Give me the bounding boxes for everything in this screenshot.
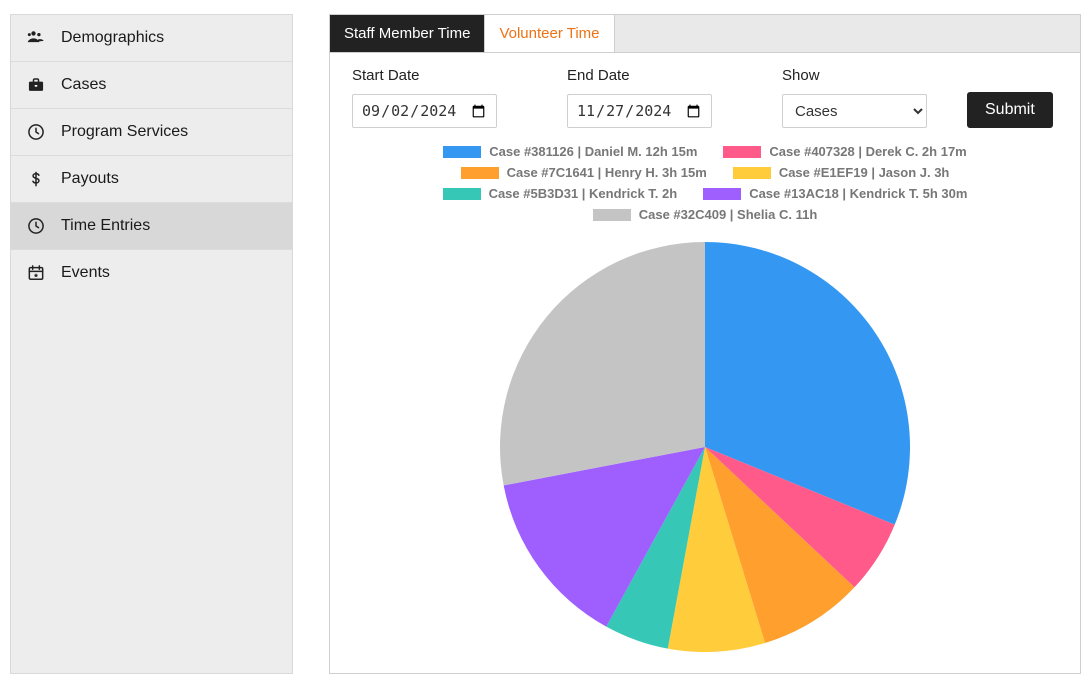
- end-date-input[interactable]: [567, 94, 712, 128]
- legend-label: Case #7C1641 | Henry H. 3h 15m: [507, 165, 707, 180]
- legend-item[interactable]: Case #407328 | Derek C. 2h 17m: [723, 144, 966, 159]
- calendar-icon: [25, 262, 47, 284]
- legend-item[interactable]: Case #7C1641 | Henry H. 3h 15m: [461, 165, 707, 180]
- pie-wrap: [500, 230, 910, 663]
- users-icon: [25, 27, 47, 49]
- legend-item[interactable]: Case #5B3D31 | Kendrick T. 2h: [443, 186, 678, 201]
- sidebar-item-label: Program Services: [61, 123, 188, 141]
- sidebar-item-label: Demographics: [61, 29, 164, 47]
- main: Staff Member TimeVolunteer Time Start Da…: [329, 14, 1091, 674]
- end-date-label: End Date: [567, 67, 712, 84]
- sidebar: Demographics Cases Program Services Payouts…: [10, 14, 293, 674]
- sidebar-item-payouts[interactable]: Payouts: [11, 156, 292, 203]
- sidebar-item-cases[interactable]: Cases: [11, 62, 292, 109]
- legend-label: Case #5B3D31 | Kendrick T. 2h: [489, 186, 678, 201]
- sidebar-item-program-services[interactable]: Program Services: [11, 109, 292, 156]
- legend-label: Case #E1EF19 | Jason J. 3h: [779, 165, 950, 180]
- legend-swatch: [443, 188, 481, 200]
- chart-region: Case #381126 | Daniel M. 12h 15m Case #40…: [330, 138, 1080, 673]
- legend-item[interactable]: Case #381126 | Daniel M. 12h 15m: [443, 144, 697, 159]
- panel: Staff Member TimeVolunteer Time Start Da…: [329, 14, 1081, 674]
- legend-label: Case #407328 | Derek C. 2h 17m: [769, 144, 966, 159]
- legend-label: Case #32C409 | Shelia C. 11h: [639, 207, 818, 222]
- filter-controls: Start Date End Date Show Cases Submit: [330, 53, 1080, 138]
- pie-chart: [500, 242, 910, 652]
- briefcase-icon: [25, 74, 47, 96]
- legend-item[interactable]: Case #13AC18 | Kendrick T. 5h 30m: [703, 186, 967, 201]
- legend-label: Case #381126 | Daniel M. 12h 15m: [489, 144, 697, 159]
- tab-volunteer-time[interactable]: Volunteer Time: [485, 15, 614, 52]
- sidebar-item-demographics[interactable]: Demographics: [11, 15, 292, 62]
- tab-staff-member-time[interactable]: Staff Member Time: [330, 15, 485, 52]
- show-label: Show: [782, 67, 927, 84]
- clock-icon: [25, 121, 47, 143]
- submit-button[interactable]: Submit: [967, 92, 1053, 128]
- show-field: Show Cases: [782, 67, 927, 128]
- legend-swatch: [461, 167, 499, 179]
- sidebar-item-label: Cases: [61, 76, 106, 94]
- sidebar-item-time-entries[interactable]: Time Entries: [11, 203, 292, 250]
- sidebar-item-label: Events: [61, 264, 110, 282]
- legend-swatch: [593, 209, 631, 221]
- legend-swatch: [733, 167, 771, 179]
- legend-swatch: [443, 146, 481, 158]
- start-date-input[interactable]: [352, 94, 497, 128]
- show-select[interactable]: Cases: [782, 94, 927, 128]
- clock-icon: [25, 215, 47, 237]
- start-date-field: Start Date: [352, 67, 497, 128]
- chart-legend: Case #381126 | Daniel M. 12h 15m Case #40…: [385, 144, 1025, 222]
- sidebar-item-label: Time Entries: [61, 217, 150, 235]
- legend-swatch: [723, 146, 761, 158]
- sidebar-item-label: Payouts: [61, 170, 119, 188]
- start-date-label: Start Date: [352, 67, 497, 84]
- sidebar-item-events[interactable]: Events: [11, 250, 292, 296]
- end-date-field: End Date: [567, 67, 712, 128]
- pie-slice[interactable]: [500, 242, 705, 485]
- dollar-icon: [25, 168, 47, 190]
- legend-item[interactable]: Case #32C409 | Shelia C. 11h: [593, 207, 818, 222]
- tabbar: Staff Member TimeVolunteer Time: [330, 15, 1080, 53]
- legend-item[interactable]: Case #E1EF19 | Jason J. 3h: [733, 165, 950, 180]
- legend-label: Case #13AC18 | Kendrick T. 5h 30m: [749, 186, 967, 201]
- legend-swatch: [703, 188, 741, 200]
